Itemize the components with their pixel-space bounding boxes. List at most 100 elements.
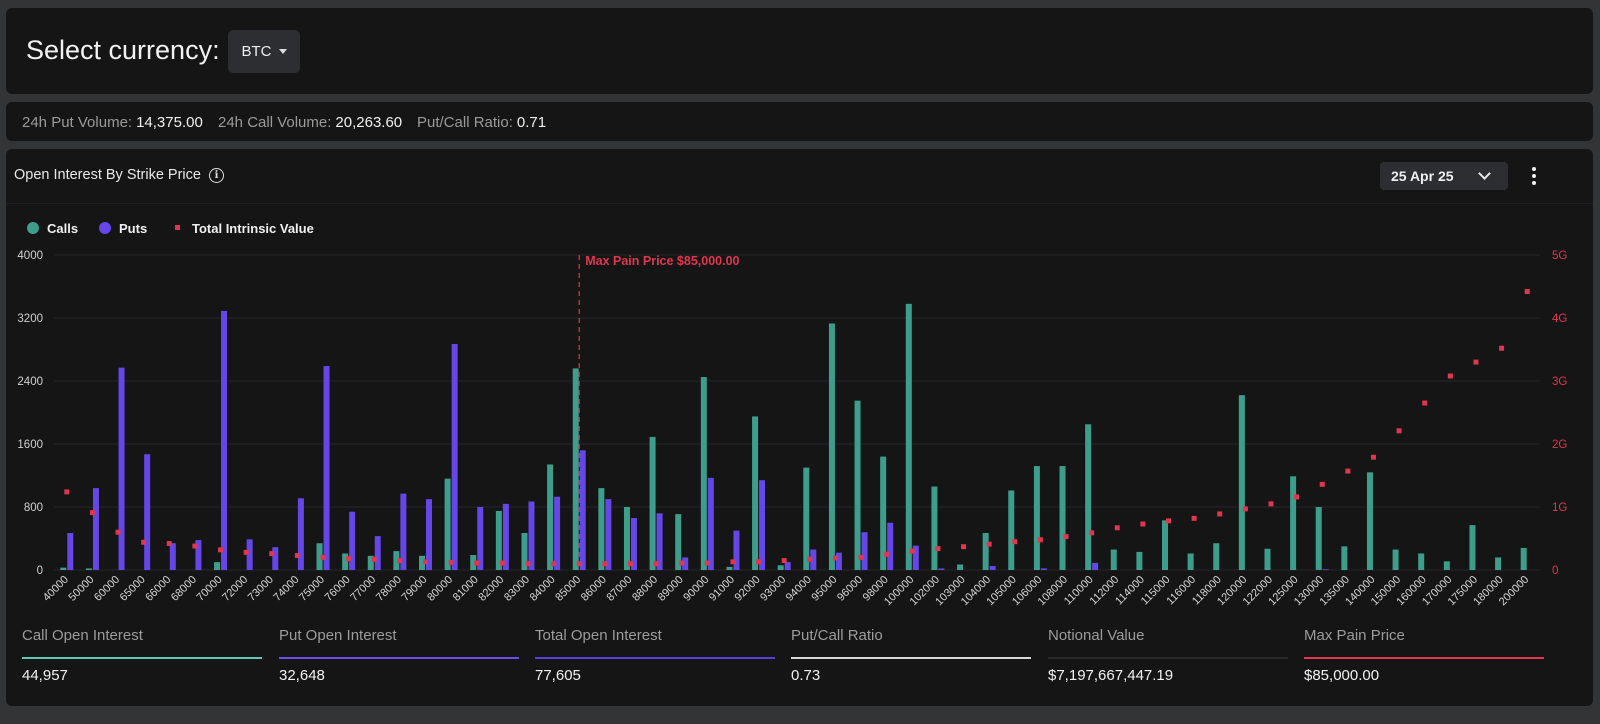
put-bar [605, 499, 612, 570]
legend-swatch [175, 225, 180, 230]
put-bar [92, 488, 99, 570]
legend-label: Puts [119, 221, 147, 236]
call-bar [1264, 548, 1271, 570]
intrinsic-value-point [704, 560, 710, 566]
info-icon[interactable]: i [208, 167, 224, 183]
put-bar [784, 562, 791, 570]
call-bar [1162, 520, 1168, 570]
stat-value: $7,197,667,447.19 [1048, 667, 1174, 684]
intrinsic-value-point [243, 549, 249, 555]
intrinsic-value-point [1422, 400, 1428, 406]
x-tick: 91000 [707, 574, 737, 604]
currency-dropdown[interactable]: BTC [228, 30, 300, 73]
x-tick: 74000 [271, 574, 301, 604]
put-volume: 24h Put Volume: 14,375.00 [22, 114, 203, 131]
x-tick: 60000 [92, 574, 122, 604]
stat-label: Notional Value [1048, 627, 1145, 644]
put-bar [682, 557, 689, 570]
call-bar [700, 377, 707, 570]
y-left-tick: 0 [37, 565, 43, 577]
x-tick: 85000 [553, 574, 583, 604]
intrinsic-value-point [1473, 359, 1479, 365]
put-call-ratio-label: Put/Call Ratio: [417, 114, 513, 131]
intrinsic-value-point [89, 510, 95, 516]
caret-down-icon [278, 49, 287, 54]
put-call-ratio: Put/Call Ratio: 0.71 [417, 114, 546, 131]
put-bar [502, 503, 509, 570]
stat-notional-value: Notional Value $7,197,667,447.19 [1048, 627, 1288, 684]
put-bar [272, 547, 279, 570]
y-right-tick: 0 [1552, 565, 1558, 577]
currency-value: BTC [241, 43, 272, 60]
call-bar [1469, 525, 1476, 570]
put-bar [195, 540, 202, 570]
intrinsic-value-point [423, 559, 428, 565]
put-bar [221, 310, 228, 570]
stat-total-oi: Total Open Interest 77,605 [535, 627, 775, 684]
stat-put-call-ratio: Put/Call Ratio 0.73 [791, 627, 1031, 684]
call-bar [85, 568, 92, 570]
call-bar [1366, 472, 1373, 570]
x-tick: 94000 [784, 574, 814, 604]
more-options-icon[interactable] [1526, 165, 1542, 187]
x-tick: 92000 [733, 574, 763, 604]
stat-label: Put/Call Ratio [791, 627, 883, 644]
call-bar [60, 567, 67, 570]
put-bar [1092, 562, 1099, 570]
call-bar [675, 514, 682, 570]
call-bar [470, 555, 477, 570]
call-bar [931, 486, 938, 570]
call-bar [828, 323, 835, 570]
intrinsic-value-point [909, 548, 915, 554]
call-bar [1059, 466, 1066, 570]
x-tick: 50000 [66, 574, 96, 604]
intrinsic-value-point [1396, 428, 1402, 434]
put-bar [1040, 568, 1047, 570]
x-tick: 76000 [323, 574, 353, 604]
intrinsic-value-point [1012, 539, 1018, 545]
intrinsic-value-point [756, 559, 762, 565]
call-bar [982, 532, 989, 570]
intrinsic-value-point [1114, 525, 1120, 531]
x-tick: 83000 [502, 574, 532, 604]
stat-call-oi: Call Open Interest 44,957 [22, 627, 262, 684]
intrinsic-value-point [371, 556, 377, 562]
intrinsic-value-point [781, 558, 787, 564]
stat-value: 77,605 [535, 667, 581, 684]
call-bar [1213, 543, 1220, 570]
stat-label: Call Open Interest [22, 627, 143, 644]
call-bar [598, 488, 605, 570]
x-tick: 66000 [143, 574, 173, 604]
stat-underline [535, 657, 775, 659]
call-bar [726, 566, 733, 570]
call-bar [367, 555, 374, 570]
intrinsic-value-point [1447, 373, 1453, 379]
expiry-dropdown[interactable]: 25 Apr 25 [1380, 162, 1508, 190]
intrinsic-value-point [884, 551, 890, 557]
call-bar [1495, 557, 1502, 570]
call-bar [1341, 546, 1348, 570]
call-volume: 24h Call Volume: 20,263.60 [218, 114, 402, 131]
stat-underline [791, 657, 1031, 659]
put-bar [554, 496, 561, 570]
x-tick: 40000 [41, 574, 71, 604]
y-left-tick: 3200 [17, 313, 43, 325]
call-bar [444, 478, 451, 570]
call-bar [393, 551, 400, 570]
put-bar [938, 568, 945, 570]
intrinsic-value-point [1268, 501, 1274, 507]
call-bar [752, 416, 759, 570]
intrinsic-value-point [192, 543, 198, 549]
intrinsic-value-point [1191, 515, 1197, 521]
intrinsic-value-point [602, 561, 608, 567]
x-tick: 82000 [476, 574, 506, 604]
select-currency-label: Select currency: [26, 35, 220, 65]
stat-value: 32,648 [279, 667, 325, 684]
intrinsic-value-point [679, 560, 685, 566]
call-bar [419, 555, 425, 570]
put-bar [989, 566, 996, 570]
call-bar [777, 565, 784, 570]
put-bar [528, 501, 535, 570]
intrinsic-value-point [346, 556, 352, 562]
call-bar [803, 467, 810, 570]
